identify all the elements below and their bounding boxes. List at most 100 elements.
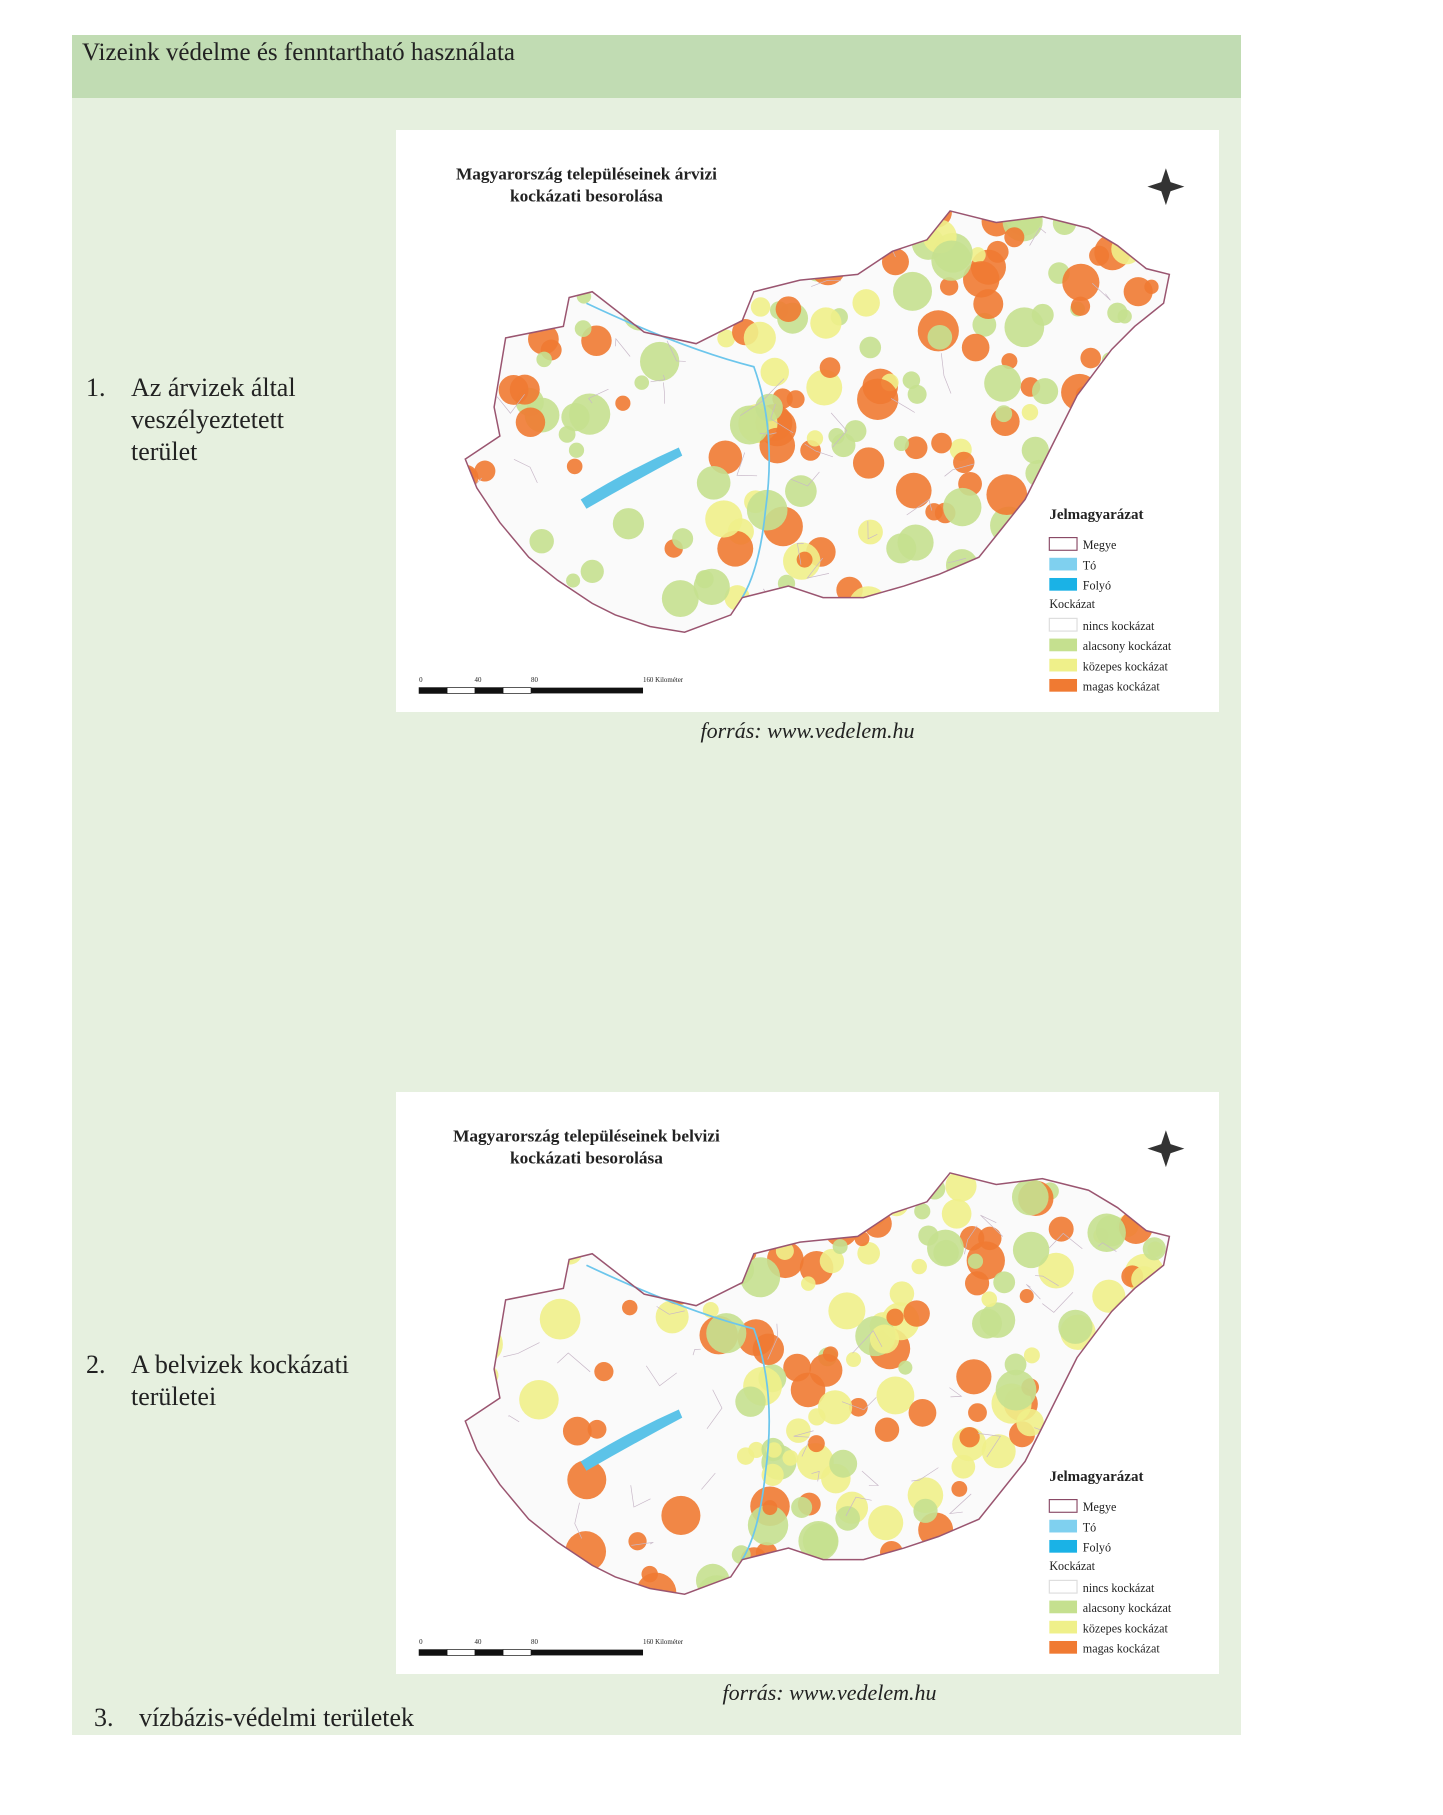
risk-patch xyxy=(696,465,731,500)
risk-patch xyxy=(810,307,842,339)
risk-patch xyxy=(972,1308,1002,1339)
risk-patch xyxy=(1108,394,1125,412)
legend-label: Megye xyxy=(1083,538,1117,552)
risk-patch xyxy=(717,530,754,567)
item-number: 3. xyxy=(94,1703,114,1732)
settlement-border xyxy=(669,264,692,287)
risk-patch xyxy=(536,351,552,368)
risk-patch xyxy=(925,503,943,521)
legend-label: közepes kockázat xyxy=(1083,1621,1169,1635)
risk-patch xyxy=(981,1291,998,1307)
risk-patch xyxy=(1070,296,1091,316)
risk-patch xyxy=(830,240,856,266)
settlement-border xyxy=(631,1541,654,1546)
settlement-border xyxy=(806,557,830,579)
settlement-border xyxy=(758,588,774,625)
risk-patch xyxy=(474,460,496,482)
risk-patch xyxy=(465,337,493,376)
settlement-border xyxy=(557,1352,591,1373)
risk-patch xyxy=(817,1390,853,1425)
risk-patch xyxy=(1017,1552,1039,1575)
risk-patch xyxy=(885,1183,907,1205)
risk-patch xyxy=(967,612,1000,633)
risk-patch xyxy=(1146,523,1170,548)
legend-label: magas kockázat xyxy=(1083,680,1161,694)
risk-patch xyxy=(1123,1434,1138,1449)
lake-balaton xyxy=(580,1409,683,1471)
risk-patch xyxy=(1016,597,1039,620)
settlement-border xyxy=(759,432,777,435)
risk-patch xyxy=(884,1180,907,1203)
risk-patch xyxy=(594,1362,614,1382)
settlement-border xyxy=(940,353,952,394)
settlement-border xyxy=(811,1470,820,1482)
risk-patch xyxy=(505,1544,542,1581)
settlement-border xyxy=(796,543,804,565)
risk-patch xyxy=(1019,1289,1034,1304)
risk-patch xyxy=(941,1198,972,1229)
risk-patch xyxy=(529,528,554,554)
settlement-border xyxy=(980,1214,1004,1237)
risk-patch xyxy=(959,1226,985,1251)
risk-patch xyxy=(1116,1531,1158,1573)
legend-label: alacsony kockázat xyxy=(1083,639,1172,653)
country-border xyxy=(464,210,1171,634)
legend-label: magas kockázat xyxy=(1083,1642,1161,1656)
risk-patch xyxy=(622,1299,638,1316)
legend-swatch xyxy=(1049,1620,1078,1634)
risk-patch xyxy=(515,407,546,437)
scale-segment xyxy=(502,1649,532,1656)
risk-patch xyxy=(1016,1408,1044,1437)
risk-patch xyxy=(465,1324,503,1364)
settlement-border xyxy=(1095,1336,1113,1366)
risk-patch xyxy=(1017,1507,1053,1544)
risk-patch xyxy=(796,1443,834,1480)
scale-segment xyxy=(474,687,504,694)
legend-label: Tó xyxy=(1083,1520,1096,1534)
risk-patch xyxy=(951,1481,968,1497)
risk-patch xyxy=(1080,347,1102,369)
settlement-border xyxy=(650,374,666,383)
risk-patch xyxy=(1021,403,1039,421)
scale-segment xyxy=(446,1649,476,1656)
settlement-border xyxy=(841,1397,877,1411)
risk-patch xyxy=(1144,210,1170,234)
settlement-border xyxy=(660,298,681,319)
risk-patch xyxy=(904,614,924,633)
risk-patch xyxy=(903,1300,930,1327)
risk-patch xyxy=(1009,1540,1025,1556)
risk-patch xyxy=(931,240,972,281)
risk-patch xyxy=(801,1276,816,1291)
legend-swatch xyxy=(1048,1579,1078,1594)
risk-patch xyxy=(802,1523,838,1559)
settlement-border xyxy=(666,340,686,362)
scale-label: 40 xyxy=(474,677,481,684)
list-item: 3. vízbázis-védelmi területek xyxy=(94,1702,414,1734)
risk-patch xyxy=(648,1223,686,1261)
settlement-border xyxy=(483,1240,503,1246)
risk-patch xyxy=(829,1449,858,1478)
settlement-border xyxy=(1035,1275,1059,1287)
settlement-border xyxy=(1029,227,1047,246)
settlement-border xyxy=(513,458,538,484)
risk-patch xyxy=(539,1298,581,1340)
legend-swatch xyxy=(1048,1499,1078,1513)
risk-patch xyxy=(927,1229,964,1267)
risk-patch xyxy=(831,433,856,458)
risk-patch xyxy=(566,573,581,588)
risk-patch xyxy=(782,1190,814,1222)
risk-patch xyxy=(1012,1231,1050,1269)
risk-patch xyxy=(511,579,528,596)
risk-patch xyxy=(519,1379,559,1420)
settlement-border xyxy=(964,1225,978,1255)
risk-patch xyxy=(951,567,984,600)
risk-patch xyxy=(865,1172,882,1189)
risk-patch xyxy=(784,612,819,633)
risk-patch xyxy=(961,333,990,362)
risk-patch xyxy=(465,379,480,398)
risk-patch xyxy=(1077,1392,1103,1418)
legend-swatch xyxy=(1049,577,1078,591)
risk-patch xyxy=(467,1328,493,1354)
risk-patch xyxy=(978,1226,1002,1251)
map-title: Magyarország településeinek belvizi xyxy=(453,1127,720,1146)
